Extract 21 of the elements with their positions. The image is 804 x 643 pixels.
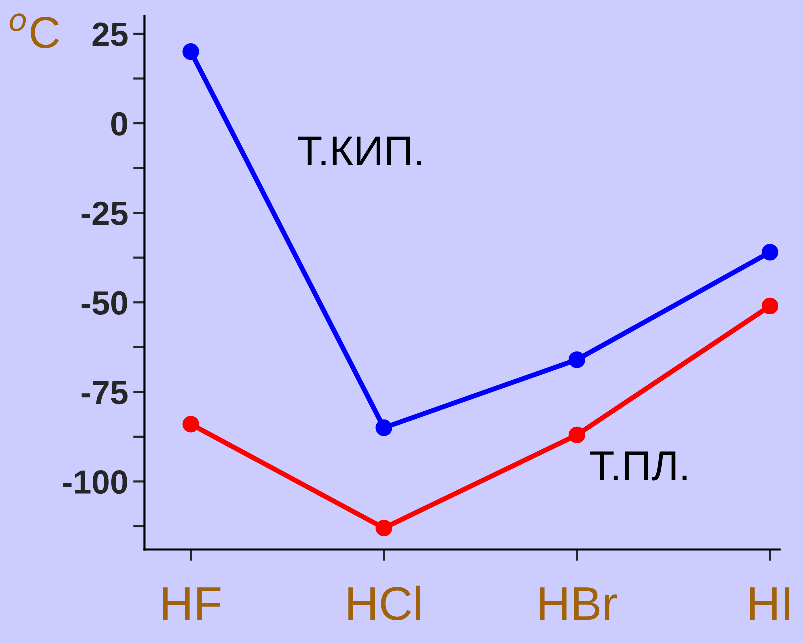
point — [376, 420, 392, 436]
point — [182, 44, 200, 60]
point — [568, 352, 586, 368]
y-tick-label: -100 — [63, 470, 128, 494]
point — [376, 520, 392, 537]
point — [568, 426, 586, 444]
point — [762, 244, 779, 261]
x-tick-label: HF — [163, 588, 221, 620]
y-tick-label: -75 — [82, 381, 128, 405]
y-tick-label: 25 — [92, 22, 128, 46]
point — [762, 298, 779, 315]
y-tick-label: -50 — [82, 291, 128, 316]
y-tick-label: -25 — [82, 202, 128, 226]
x-tick-label: HCl — [348, 586, 420, 621]
point — [182, 416, 200, 433]
y-axis-title: $^{o}$C — [10, 14, 60, 48]
series-label: Т.ПЛ. — [590, 452, 687, 481]
x-tick-label: HI — [750, 588, 790, 620]
x-tick-label: HBr — [540, 588, 618, 620]
y-tick-label: 0 — [112, 112, 128, 136]
series-label: Т.КИП. — [298, 136, 422, 166]
